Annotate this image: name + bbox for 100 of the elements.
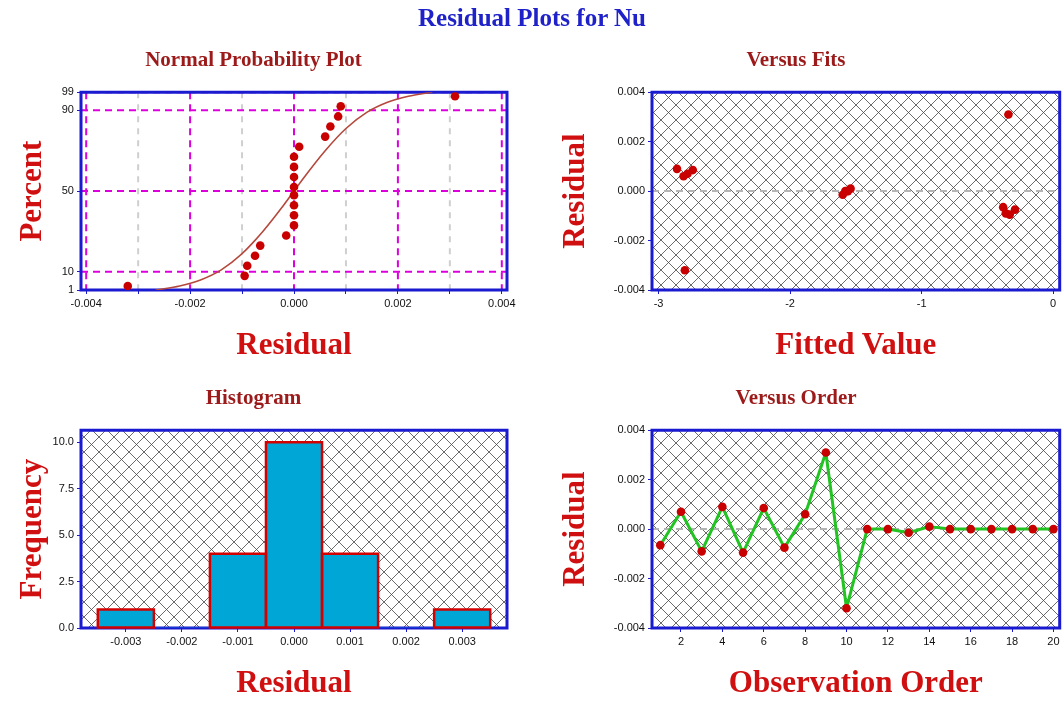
x-axis-title: Residual bbox=[236, 326, 353, 362]
y-tick-label: 7.5 bbox=[58, 481, 74, 494]
point bbox=[925, 522, 934, 531]
chart-title: Versus Order bbox=[735, 385, 857, 410]
x-tick-label: 10 bbox=[840, 634, 853, 647]
x-tick-label: 18 bbox=[1005, 634, 1019, 647]
point bbox=[1049, 524, 1058, 534]
point bbox=[718, 502, 727, 512]
point bbox=[680, 265, 690, 275]
x-tick-label: 20 bbox=[1047, 634, 1060, 647]
point bbox=[676, 507, 686, 517]
point bbox=[333, 112, 343, 121]
y-tick-label: -0.002 bbox=[613, 233, 645, 246]
x-tick-label: -0.003 bbox=[110, 634, 142, 647]
point bbox=[289, 211, 299, 220]
y-tick-label: -0.004 bbox=[613, 621, 645, 634]
x-tick-label: 0.000 bbox=[280, 296, 308, 309]
x-tick-label: 0.003 bbox=[448, 634, 476, 647]
point bbox=[800, 509, 810, 519]
x-tick-label: 2 bbox=[677, 634, 685, 647]
y-axis-title: Percent bbox=[12, 139, 48, 242]
y-tick-label: 0.000 bbox=[617, 184, 645, 197]
point bbox=[966, 524, 976, 534]
point bbox=[1007, 524, 1017, 534]
x-tick-label: -0.001 bbox=[222, 634, 254, 647]
y-tick-label: 0.002 bbox=[617, 134, 645, 147]
x-axis-title: Residual bbox=[236, 664, 353, 700]
x-axis-title: Observation Order bbox=[728, 664, 984, 700]
point bbox=[945, 524, 955, 534]
point bbox=[759, 503, 769, 513]
point bbox=[242, 261, 252, 271]
y-tick-label: 0.004 bbox=[617, 85, 645, 98]
y-tick-label: 2.5 bbox=[58, 574, 74, 587]
point bbox=[780, 543, 789, 552]
chart-title: Normal Probability Plot bbox=[145, 47, 362, 72]
y-tick-label: -0.004 bbox=[613, 283, 645, 296]
x-tick-label: 0 bbox=[1050, 296, 1057, 309]
point bbox=[738, 548, 748, 557]
point bbox=[289, 200, 299, 210]
point bbox=[289, 172, 299, 182]
point bbox=[1004, 110, 1013, 119]
x-tick-label: 14 bbox=[923, 634, 936, 647]
x-tick-label: 6 bbox=[760, 634, 767, 647]
point bbox=[250, 251, 260, 260]
y-tick-label: 5.0 bbox=[58, 528, 74, 541]
point bbox=[862, 524, 872, 534]
point bbox=[688, 165, 698, 175]
x-tick-label: -0.002 bbox=[174, 296, 206, 309]
x-tick-label: 4 bbox=[719, 634, 726, 647]
point bbox=[294, 142, 304, 151]
x-tick-label: -3 bbox=[653, 296, 664, 309]
y-tick-label: 0.002 bbox=[617, 472, 645, 485]
point bbox=[655, 540, 665, 550]
point bbox=[679, 171, 688, 181]
y-axis-title: Residual bbox=[555, 133, 591, 249]
y-axis-title: Residual bbox=[555, 471, 591, 587]
y-tick-label: 1 bbox=[67, 283, 74, 296]
point bbox=[904, 528, 913, 538]
point bbox=[1005, 210, 1015, 219]
x-tick-label: 0.001 bbox=[336, 634, 364, 647]
point bbox=[450, 92, 460, 101]
point bbox=[289, 190, 299, 200]
y-tick-label: 10 bbox=[61, 264, 74, 277]
y-axis-title: Frequency bbox=[12, 458, 48, 600]
point bbox=[697, 547, 706, 556]
x-tick-label: 8 bbox=[802, 634, 809, 647]
point bbox=[281, 231, 291, 240]
x-tick-label: 12 bbox=[881, 634, 895, 647]
point bbox=[289, 221, 299, 230]
point bbox=[240, 271, 249, 281]
chart-title: Versus Fits bbox=[746, 47, 846, 72]
y-tick-label: 0.004 bbox=[617, 423, 645, 436]
point bbox=[1028, 524, 1038, 534]
point bbox=[326, 122, 335, 131]
y-tick-label: 0.000 bbox=[617, 522, 645, 535]
x-tick-label: -0.004 bbox=[70, 296, 102, 309]
y-tick-label: 10.0 bbox=[52, 435, 74, 448]
x-axis-title: Fitted Value bbox=[775, 326, 937, 362]
y-tick-label: 99 bbox=[61, 85, 74, 98]
x-tick-label: 0.002 bbox=[392, 634, 420, 647]
x-tick-label: 16 bbox=[964, 634, 977, 647]
x-tick-label: 0.004 bbox=[488, 296, 516, 309]
x-tick-label: -1 bbox=[916, 296, 927, 309]
y-tick-label: 50 bbox=[61, 184, 74, 197]
chart-title: Histogram bbox=[205, 385, 302, 410]
x-tick-label: -0.002 bbox=[166, 634, 198, 647]
text: Residual Plots for Nu bbox=[417, 3, 647, 33]
point bbox=[255, 241, 265, 250]
y-tick-label: 0.0 bbox=[58, 621, 74, 634]
x-tick-label: 0.002 bbox=[384, 296, 412, 309]
y-tick-label: 90 bbox=[61, 103, 74, 116]
point bbox=[883, 524, 893, 534]
point bbox=[336, 102, 346, 111]
point bbox=[320, 132, 330, 141]
y-tick-label: -0.002 bbox=[613, 571, 645, 584]
point bbox=[289, 162, 299, 172]
x-tick-label: 0.000 bbox=[280, 634, 308, 647]
point bbox=[987, 524, 996, 534]
point bbox=[289, 182, 299, 192]
point bbox=[821, 448, 831, 457]
